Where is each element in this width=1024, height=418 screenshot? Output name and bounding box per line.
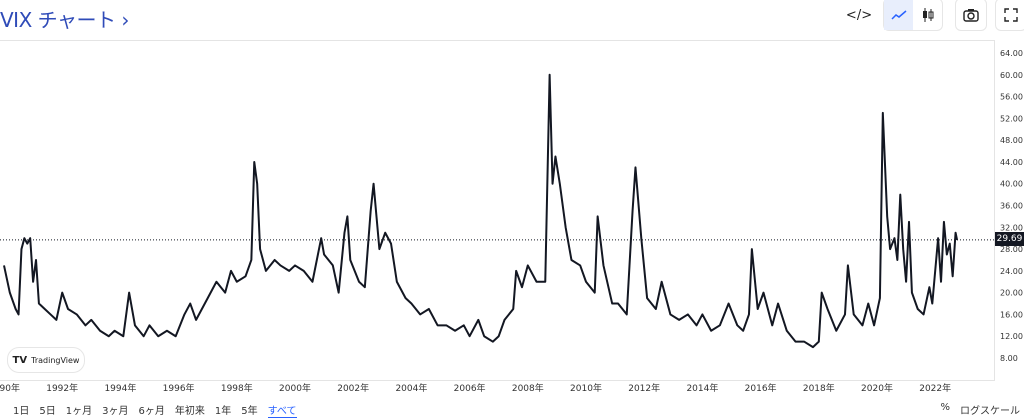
range-selector: 1日 5日 1ヶ月 3ヶ月 6ヶ月 年初来 1年 5年 すべて bbox=[13, 402, 297, 418]
y-tick-label: 56.00 bbox=[1000, 93, 1023, 102]
x-tick-label: 2014年 bbox=[686, 382, 718, 394]
y-tick-label: 52.00 bbox=[1000, 114, 1023, 123]
x-tick-label: 1990年 bbox=[0, 382, 20, 394]
range-button[interactable]: 5日 bbox=[39, 406, 56, 417]
x-tick-label: 1998年 bbox=[221, 382, 253, 394]
x-tick-label: 2002年 bbox=[337, 382, 369, 394]
y-tick-label: 36.00 bbox=[1000, 202, 1023, 211]
range-button[interactable]: 1ヶ月 bbox=[65, 406, 93, 417]
tradingview-logo-icon: TV bbox=[12, 354, 28, 366]
range-button[interactable]: 1年 bbox=[214, 406, 232, 417]
range-button[interactable]: すべて bbox=[267, 402, 297, 418]
fullscreen-button[interactable] bbox=[995, 0, 1024, 31]
chart-type-group bbox=[883, 0, 943, 31]
x-tick-label: 1994年 bbox=[104, 382, 136, 394]
x-tick-label: 1992年 bbox=[46, 382, 78, 394]
y-tick-label: 28.00 bbox=[1000, 245, 1023, 254]
x-tick-label: 2018年 bbox=[803, 382, 835, 394]
y-tick-label: 12.00 bbox=[1000, 332, 1023, 341]
y-tick-label: 20.00 bbox=[1000, 289, 1023, 298]
range-button[interactable]: 6ヶ月 bbox=[138, 406, 165, 417]
line-chart-icon bbox=[890, 9, 906, 20]
x-tick-label: 2016年 bbox=[745, 382, 777, 394]
x-tick-label: 2020年 bbox=[861, 382, 893, 394]
camera-icon bbox=[963, 8, 979, 22]
x-tick-label: 2008年 bbox=[512, 382, 544, 394]
embed-icon: </> bbox=[845, 7, 873, 23]
chart-plot-area[interactable] bbox=[0, 40, 995, 381]
y-tick-label: 48.00 bbox=[1000, 136, 1023, 145]
tradingview-logo[interactable]: TV TradingView bbox=[7, 347, 85, 373]
range-button[interactable]: 3ヶ月 bbox=[102, 406, 129, 417]
page-title[interactable]: VIX チャート › bbox=[0, 4, 129, 33]
log-scale-button[interactable]: ログスケール bbox=[960, 406, 1020, 417]
vix-series-line bbox=[3, 73, 959, 349]
range-button[interactable]: 5年 bbox=[241, 406, 258, 417]
screenshot-button[interactable] bbox=[955, 0, 987, 31]
x-tick-label: 2004年 bbox=[395, 382, 427, 394]
embed-button[interactable]: </> bbox=[846, 0, 872, 30]
logo-text: TradingView bbox=[31, 355, 80, 365]
y-tick-label: 60.00 bbox=[1000, 71, 1023, 80]
chevron-right-icon: › bbox=[121, 8, 129, 32]
y-tick-label: 44.00 bbox=[1000, 158, 1023, 167]
title-text: VIX チャート bbox=[0, 8, 116, 32]
fullscreen-icon bbox=[1004, 7, 1018, 22]
candlestick-icon bbox=[922, 7, 933, 22]
scale-options: % ログスケール bbox=[940, 402, 1020, 417]
percent-scale-button[interactable]: % bbox=[940, 402, 950, 413]
x-tick-label: 2022年 bbox=[919, 382, 951, 394]
line-chart-button[interactable] bbox=[884, 0, 913, 30]
range-button[interactable]: 1日 bbox=[13, 406, 30, 417]
y-tick-label: 24.00 bbox=[1000, 267, 1023, 276]
y-tick-label: 16.00 bbox=[1000, 310, 1023, 319]
x-tick-label: 2000年 bbox=[279, 382, 311, 394]
x-tick-label: 2010年 bbox=[570, 382, 602, 394]
last-price-label: 29.69 bbox=[995, 232, 1024, 246]
x-tick-label: 1996年 bbox=[163, 382, 195, 394]
y-tick-label: 64.00 bbox=[1000, 49, 1023, 58]
y-tick-label: 8.00 bbox=[1000, 354, 1018, 363]
candlestick-button[interactable] bbox=[913, 7, 942, 22]
y-tick-label: 40.00 bbox=[1000, 180, 1023, 189]
range-button[interactable]: 年初来 bbox=[174, 406, 205, 417]
x-tick-label: 2006年 bbox=[454, 382, 486, 394]
y-tick-label: 32.00 bbox=[1000, 223, 1023, 232]
x-tick-label: 2012年 bbox=[628, 382, 660, 394]
vix-line-chart: 8.00 12.00 16.00 20.00 24.00 28.00 32.00 36.00 4… bbox=[0, 49, 1023, 394]
